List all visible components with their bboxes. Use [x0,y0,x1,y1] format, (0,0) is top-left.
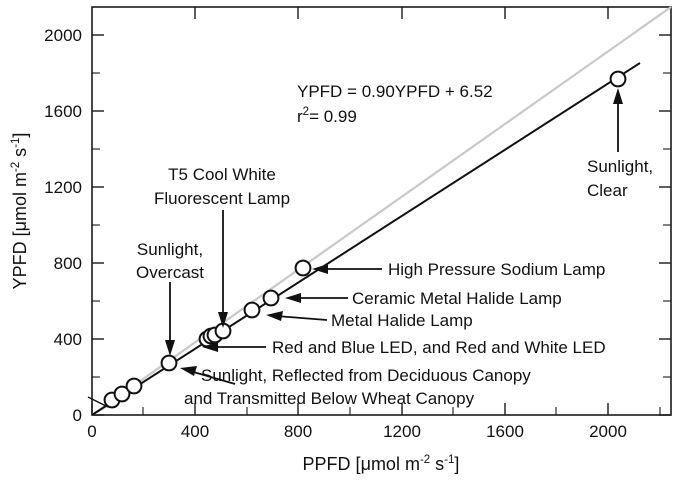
annotation-cmh-label: Ceramic Metal Halide Lamp [352,289,562,308]
y-tick-label: 1200 [44,178,82,197]
y-tick-label: 800 [54,254,82,273]
annotation-red-blue-white-led: Red and Blue LED, and Red and White LED [272,338,606,357]
x-axis-title-close: ] [454,454,459,474]
svg-text:PPFD [μmol m-2 s-1]: PPFD [μmol m-2 s-1] [303,454,460,474]
y-axis-title-exp2: -1 [10,138,22,148]
annotation-high-pressure-sodium: High Pressure Sodium Lamp [388,260,605,279]
x-axis-title-exp1: -2 [420,454,430,466]
annotation-sunlight-overcast: Sunlight, Overcast [136,240,204,282]
x-axis-title-main: PPFD [ [303,454,361,474]
annotation-reflected-line2: and Transmitted Below Wheat Canopy [184,389,475,408]
regression-fit-line [91,62,641,416]
y-axis-right-ticks [659,34,671,416]
plot-frame [91,6,672,416]
x-axis-title-exp2: -1 [444,454,454,466]
annotation-overcast-line2: Overcast [136,263,204,282]
annotation-reflected-line1: Sunlight, Reflected from Deciduous Canop… [201,366,531,385]
annotation-mh-label: Metal Halide Lamp [331,311,473,330]
annotation-sunlight-reflected: Sunlight, Reflected from Deciduous Canop… [184,366,531,408]
annotation-overcast-line1: Sunlight, [137,240,203,259]
y-tick-label: 0 [73,406,82,425]
y-axis-title-s: s [10,148,30,162]
y-axis-title-exp1: -2 [10,162,22,172]
annotation-metal-halide: Metal Halide Lamp [331,311,473,330]
data-point [294,259,312,277]
y-axis-title: YPFD [μmol m-2 s-1] [10,133,30,290]
annotation-sunlight-clear: Sunlight, Clear [587,157,653,200]
r-squared-value: = 0.99 [309,107,357,126]
x-tick-label: 800 [284,422,312,441]
annotation-leaders [87,88,623,408]
data-point [113,385,131,403]
data-point [262,289,280,307]
annotation-hps-label: High Pressure Sodium Lamp [388,260,605,279]
annotation-clear-line2: Clear [587,181,628,200]
annotation-t5-cool-white: T5 Cool White Fluorescent Lamp [154,165,290,208]
data-points [103,70,627,409]
y-axis-title-mol: mol m [10,172,30,221]
x-axis-title-s: s [430,454,444,474]
annotation-clear-line1: Sunlight, [587,157,653,176]
annotation-led-label: Red and Blue LED, and Red and White LED [272,338,606,357]
r-squared-exponent: 2 [303,106,309,118]
y-axis-title-main: YPFD [ [10,231,30,289]
x-axis-top-ticks [194,7,609,19]
y-axis-title-close: ] [10,133,30,138]
y-axis-ticks [92,34,104,416]
annotation-t5-line2: Fluorescent Lamp [154,189,290,208]
x-tick-label: 2000 [589,422,627,441]
x-axis-title-mol: mol m [371,454,420,474]
x-tick-labels: 0 400 800 1200 1600 2000 [87,422,627,441]
x-tick-label: 1600 [486,422,524,441]
annotation-ceramic-metal-halide: Ceramic Metal Halide Lamp [352,289,562,308]
y-tick-label: 2000 [44,26,82,45]
x-axis-title-mu: μ [361,454,371,474]
y-tick-label: 400 [54,330,82,349]
y-axis-title-mu: μ [10,221,30,231]
equation-line: YPFD = 0.90YPFD + 6.52 [297,82,493,101]
data-point [243,301,261,319]
data-point [609,70,627,88]
unity-reference-line [91,6,672,416]
r-squared-base: r [297,107,303,126]
svg-text:r2= 0.99: r2= 0.99 [297,106,357,126]
x-axis-ticks [91,403,661,415]
x-tick-label: 400 [181,422,209,441]
data-point [160,354,178,372]
x-tick-label: 0 [87,422,96,441]
x-tick-label: 1200 [383,422,421,441]
annotation-t5-line1: T5 Cool White [168,165,276,184]
y-tick-label: 1600 [44,102,82,121]
data-point [125,377,143,395]
svg-text:YPFD [μmol m-2 s-1]: YPFD [μmol m-2 s-1] [10,133,30,290]
x-axis-title: PPFD [μmol m-2 s-1] [303,454,460,474]
regression-equation: YPFD = 0.90YPFD + 6.52 r2= 0.99 [297,82,493,126]
y-tick-labels: 0 400 800 1200 1600 2000 [44,26,82,425]
